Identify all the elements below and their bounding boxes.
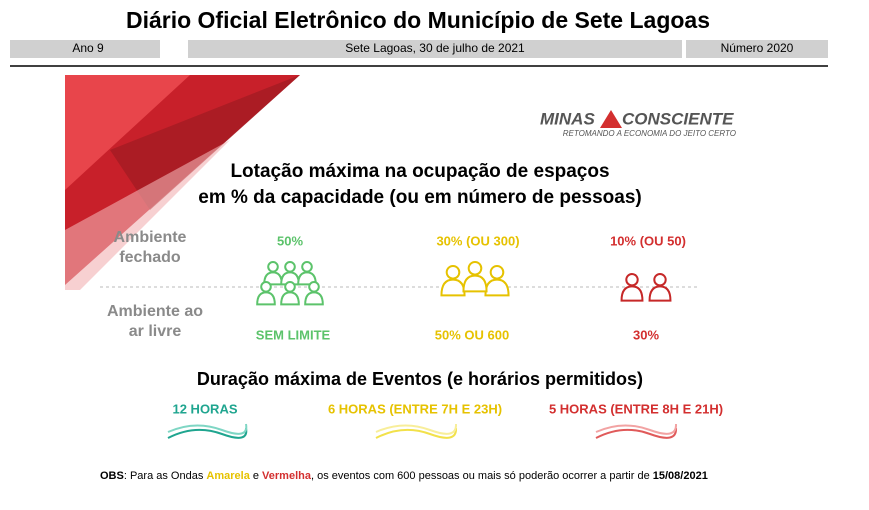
person-icon — [308, 281, 320, 293]
person-icon — [284, 261, 296, 273]
people-icon — [256, 261, 324, 306]
indoor-limit: 50% — [277, 233, 303, 248]
person-icon — [467, 261, 483, 276]
header-box — [686, 40, 828, 58]
obs-note: OBS: Para as Ondas Amarela e Vermelha, o… — [100, 470, 708, 482]
red-shape — [110, 75, 300, 210]
events-heading: Duração máxima de Eventos (e horários pe… — [197, 369, 643, 389]
obs-text: , os eventos com 600 pessoas ou mais só … — [311, 470, 653, 482]
person-icon — [653, 273, 667, 287]
obs-label: OBS — [100, 470, 124, 482]
event-duration: 6 HORAS (ENTRE 7H E 23H) — [328, 401, 502, 416]
obs-yellow: Amarela — [206, 470, 250, 482]
red-shape — [65, 75, 190, 190]
capacity-heading: em % da capacidade (ou em número de pess… — [198, 187, 641, 208]
outdoor-limit: SEM LIMITE — [256, 327, 331, 342]
waves — [167, 423, 678, 439]
row-label: Ambiente — [114, 229, 187, 246]
person-icon — [304, 291, 324, 306]
person-icon — [267, 261, 279, 273]
person-icon — [620, 285, 644, 302]
people-icon — [620, 273, 672, 302]
red-shape — [65, 140, 230, 290]
logo-right: CONSCIENTE — [622, 109, 734, 128]
event-duration: 5 HORAS (ENTRE 8H E 21H) — [549, 401, 723, 416]
person-icon — [462, 274, 488, 293]
header-edition: Ano 9 — [72, 41, 104, 55]
row-label: ar livre — [129, 323, 182, 340]
wave — [595, 423, 678, 435]
obs-text: e — [250, 470, 262, 482]
header-date: Sete Lagoas, 30 de julho de 2021 — [345, 41, 525, 55]
person-icon — [280, 291, 300, 306]
obs-red: Vermelha — [262, 470, 312, 482]
obs-text: : Para as Ondas — [124, 470, 207, 482]
row-label: Ambiente ao — [107, 303, 203, 320]
wave — [375, 427, 458, 439]
person-icon — [256, 291, 276, 306]
person-icon — [260, 281, 272, 293]
decoration — [65, 75, 300, 290]
header-box — [10, 40, 160, 58]
person-icon — [284, 281, 296, 293]
row-label: fechado — [119, 249, 181, 266]
wave — [167, 423, 248, 435]
people-icon — [440, 261, 510, 297]
person-icon — [445, 265, 461, 280]
wave — [595, 427, 678, 439]
person-icon — [297, 271, 317, 286]
obs-date: 15/08/2021 — [653, 470, 708, 482]
person-icon — [625, 273, 639, 287]
header-number: Número 2020 — [721, 41, 794, 55]
wave — [375, 423, 458, 435]
logo-triangle — [600, 110, 622, 128]
logo-left: MINAS — [540, 109, 595, 128]
header-box — [188, 40, 682, 58]
indoor-limit: 10% (OU 50) — [610, 233, 686, 248]
capacity-heading: Lotação máxima na ocupação de espaços — [230, 161, 609, 182]
indoor-limit: 30% (OU 300) — [436, 233, 519, 248]
outdoor-limit: 30% — [633, 327, 659, 342]
outdoor-limit: 50% OU 600 — [435, 327, 509, 342]
wave — [167, 427, 248, 439]
person-icon — [489, 265, 505, 280]
logo-tagline: RETOMANDO A ECONOMIA DO JEITO CERTO — [563, 129, 736, 138]
person-icon — [301, 261, 313, 273]
person-icon — [440, 278, 466, 297]
person-icon — [648, 285, 672, 302]
header-title: Diário Oficial Eletrônico do Município d… — [126, 7, 710, 33]
person-icon — [484, 278, 510, 297]
event-duration: 12 HORAS — [172, 401, 237, 416]
